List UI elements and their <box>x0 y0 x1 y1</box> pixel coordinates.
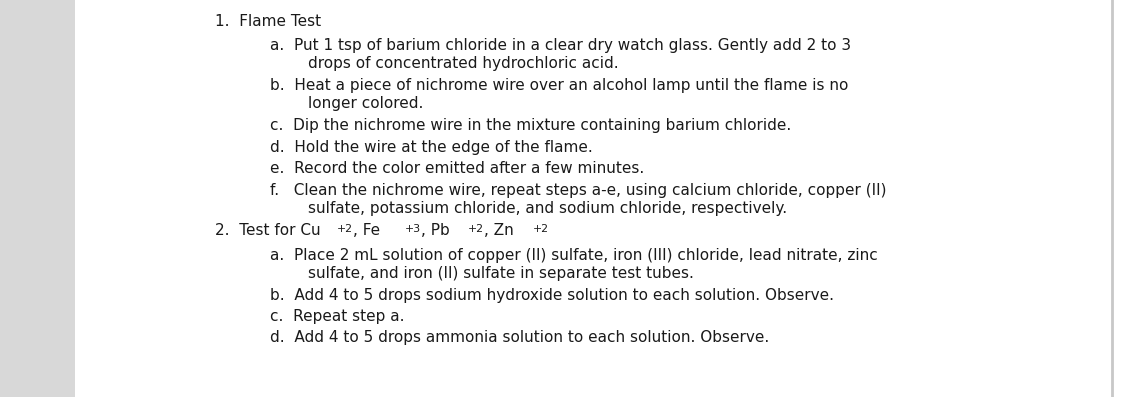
Text: 2.  Test for Cu: 2. Test for Cu <box>215 223 320 238</box>
Text: f.   Clean the nichrome wire, repeat steps a-e, using calcium chloride, copper (: f. Clean the nichrome wire, repeat steps… <box>270 183 887 198</box>
Text: +2: +2 <box>533 224 549 234</box>
Text: 1.  Flame Test: 1. Flame Test <box>215 14 321 29</box>
Text: c.  Repeat step a.: c. Repeat step a. <box>270 309 405 324</box>
Text: , Pb: , Pb <box>422 223 450 238</box>
Text: +2: +2 <box>468 224 484 234</box>
Text: c.  Dip the nichrome wire in the mixture containing barium chloride.: c. Dip the nichrome wire in the mixture … <box>270 118 791 133</box>
Text: +2: +2 <box>337 224 353 234</box>
Text: sulfate, potassium chloride, and sodium chloride, respectively.: sulfate, potassium chloride, and sodium … <box>308 201 787 216</box>
Bar <box>0 0 75 397</box>
Text: +3: +3 <box>405 224 422 234</box>
Text: b.  Heat a piece of nichrome wire over an alcohol lamp until the flame is no: b. Heat a piece of nichrome wire over an… <box>270 78 849 93</box>
Text: a.  Place 2 mL solution of copper (II) sulfate, iron (III) chloride, lead nitrat: a. Place 2 mL solution of copper (II) su… <box>270 248 878 263</box>
Text: d.  Add 4 to 5 drops ammonia solution to each solution. Observe.: d. Add 4 to 5 drops ammonia solution to … <box>270 330 769 345</box>
Text: b.  Add 4 to 5 drops sodium hydroxide solution to each solution. Observe.: b. Add 4 to 5 drops sodium hydroxide sol… <box>270 288 834 303</box>
Text: sulfate, and iron (II) sulfate in separate test tubes.: sulfate, and iron (II) sulfate in separa… <box>308 266 694 281</box>
Text: longer colored.: longer colored. <box>308 96 424 111</box>
Text: e.  Record the color emitted after a few minutes.: e. Record the color emitted after a few … <box>270 161 644 176</box>
Text: a.  Put 1 tsp of barium chloride in a clear dry watch glass. Gently add 2 to 3: a. Put 1 tsp of barium chloride in a cle… <box>270 38 851 53</box>
Text: , Zn: , Zn <box>484 223 518 238</box>
Text: , Fe: , Fe <box>353 223 386 238</box>
Text: drops of concentrated hydrochloric acid.: drops of concentrated hydrochloric acid. <box>308 56 618 71</box>
Text: d.  Hold the wire at the edge of the flame.: d. Hold the wire at the edge of the flam… <box>270 140 592 155</box>
